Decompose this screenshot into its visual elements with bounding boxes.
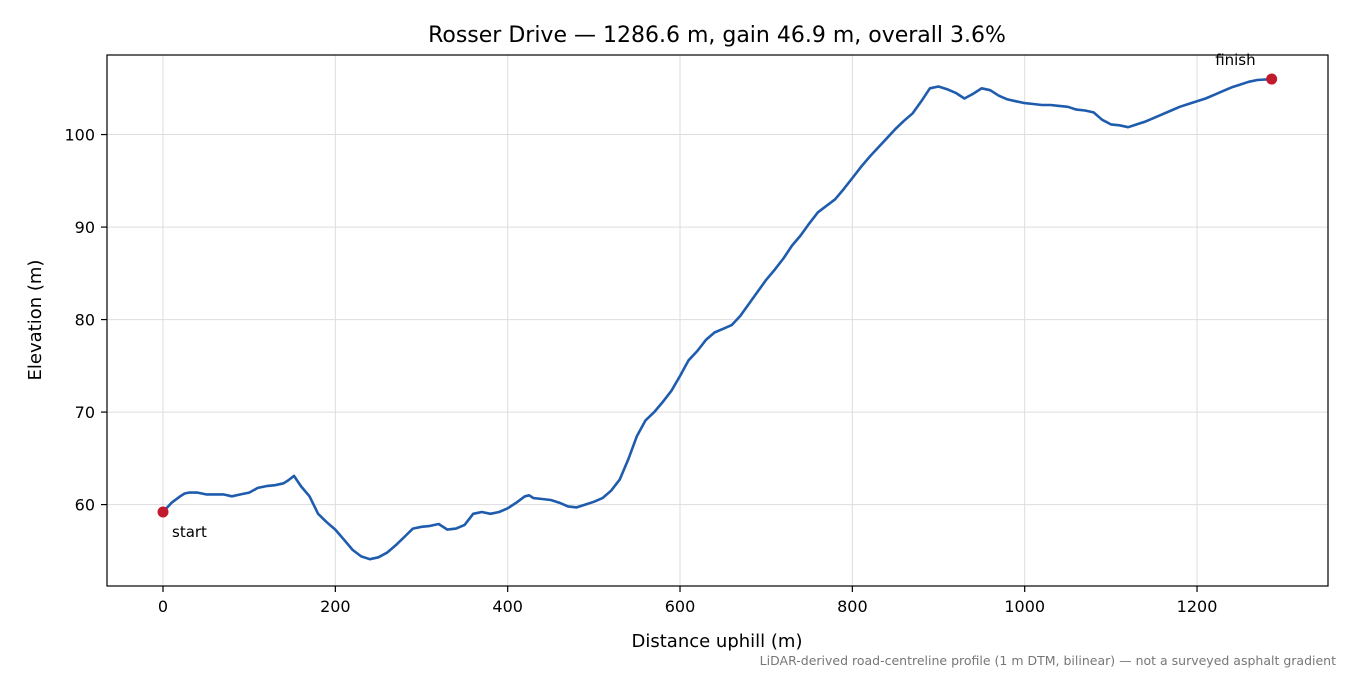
y-tick-label: 100 bbox=[64, 126, 95, 145]
x-tick-label: 0 bbox=[158, 597, 168, 616]
y-tick-label: 80 bbox=[75, 311, 95, 330]
finish-label: finish bbox=[1215, 51, 1255, 69]
elevation-series bbox=[161, 77, 1273, 561]
x-tick-label: 1000 bbox=[1004, 597, 1045, 616]
y-axis: 60 70 80 90 100 bbox=[64, 126, 107, 515]
plot-frame bbox=[106, 54, 1329, 587]
x-tick-label: 400 bbox=[492, 597, 523, 616]
x-axis: 0 200 400 600 800 1000 1200 bbox=[158, 586, 1217, 616]
y-tick-label: 60 bbox=[75, 496, 95, 515]
y-tick-label: 70 bbox=[75, 403, 95, 422]
start-marker bbox=[157, 506, 169, 518]
x-tick-label: 800 bbox=[837, 597, 868, 616]
footnote: LiDAR-derived road-centreline profile (1… bbox=[760, 653, 1336, 668]
x-tick-label: 600 bbox=[665, 597, 696, 616]
x-tick-label: 200 bbox=[320, 597, 351, 616]
y-axis-label: Elevation (m) bbox=[25, 260, 46, 381]
y-tick-label: 90 bbox=[75, 218, 95, 237]
elevation-line bbox=[161, 77, 1273, 561]
finish-marker bbox=[1266, 73, 1278, 85]
chart-title: Rosser Drive — 1286.6 m, gain 46.9 m, ov… bbox=[428, 23, 1006, 48]
x-tick-label: 1200 bbox=[1177, 597, 1218, 616]
grid-lines bbox=[107, 55, 1328, 586]
x-axis-label: Distance uphill (m) bbox=[632, 631, 803, 652]
start-label: start bbox=[172, 523, 207, 541]
